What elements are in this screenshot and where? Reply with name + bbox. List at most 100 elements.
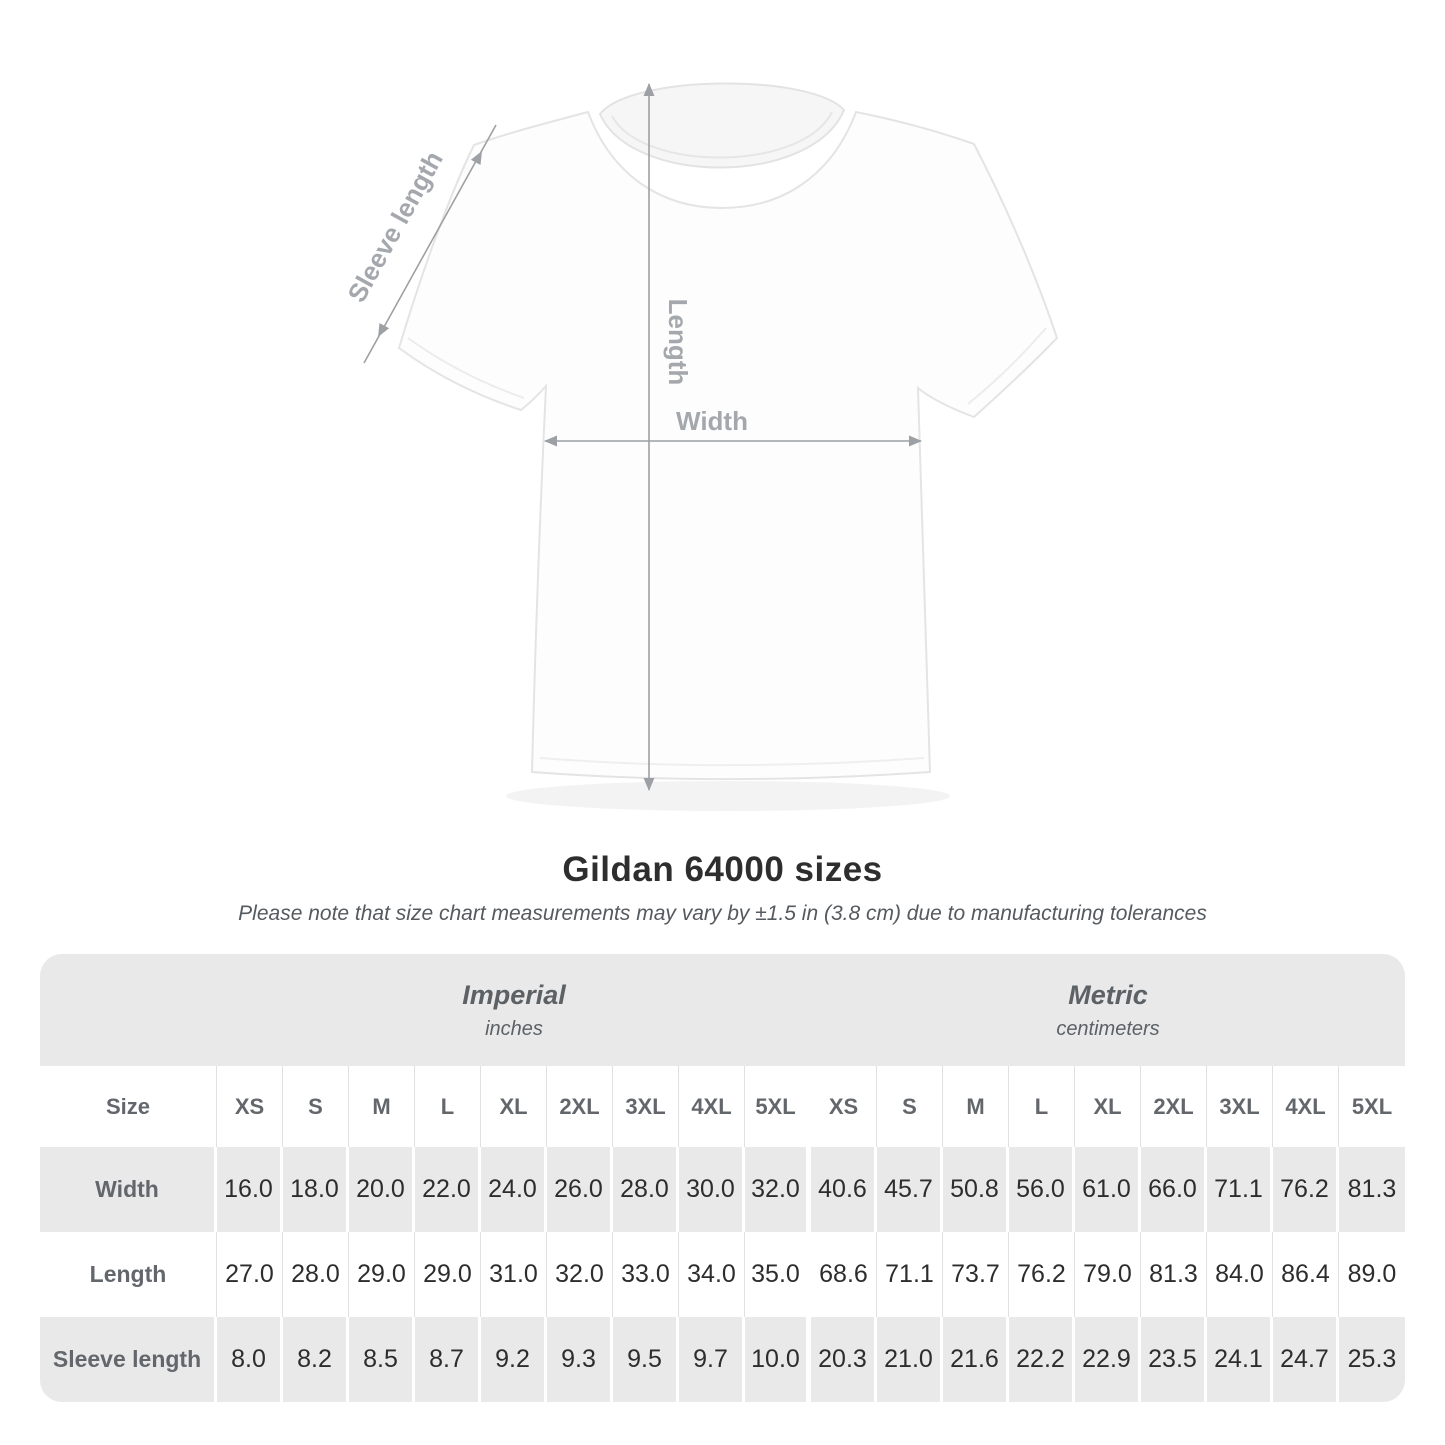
length-metric-l: 76.2 — [1009, 1232, 1075, 1317]
metric-size-4xl: 4XL — [1273, 1066, 1339, 1147]
length-imperial-xl: 31.0 — [481, 1232, 547, 1317]
sleeve-imperial-5xl: 10.0 — [745, 1317, 811, 1402]
metric-size-2xl: 2XL — [1141, 1066, 1207, 1147]
size-column-header: Size — [40, 1066, 217, 1147]
bottom-hem-line — [539, 757, 925, 767]
width-arrowhead-left — [544, 435, 557, 447]
metric-section-unit: centimeters — [1056, 1017, 1160, 1040]
size-header-row: Size XS S M L XL 2XL 3XL 4XL 5XL XS S M … — [40, 1066, 1405, 1147]
length-label: Length — [663, 299, 693, 386]
length-imperial-4xl: 34.0 — [679, 1232, 745, 1317]
shirt-shadow — [506, 781, 950, 811]
width-metric-xl: 61.0 — [1075, 1147, 1141, 1232]
metric-size-5xl: 5XL — [1339, 1066, 1405, 1147]
row-label-length: Length — [40, 1232, 217, 1317]
width-imperial-2xl: 26.0 — [547, 1147, 613, 1232]
length-arrowhead-bottom — [643, 778, 655, 791]
metric-size-3xl: 3XL — [1207, 1066, 1273, 1147]
length-metric-xs: 68.6 — [811, 1232, 877, 1317]
width-metric-m: 50.8 — [943, 1147, 1009, 1232]
width-metric-xs: 40.6 — [811, 1147, 877, 1232]
sleeve-metric-4xl: 24.7 — [1273, 1317, 1339, 1402]
table-row-sleeve-length: Sleeve length 8.0 8.2 8.5 8.7 9.2 9.3 9.… — [40, 1317, 1405, 1402]
width-metric-5xl: 81.3 — [1339, 1147, 1405, 1232]
width-metric-s: 45.7 — [877, 1147, 943, 1232]
imperial-section-unit: inches — [485, 1017, 543, 1040]
table-row-width: Width 16.0 18.0 20.0 22.0 24.0 26.0 28.0… — [40, 1147, 1405, 1232]
imperial-size-4xl: 4XL — [679, 1066, 745, 1147]
sleeve-imperial-2xl: 9.3 — [547, 1317, 613, 1402]
metric-size-xl: XL — [1075, 1066, 1141, 1147]
length-metric-m: 73.7 — [943, 1232, 1009, 1317]
imperial-section-header: Imperial inches — [217, 954, 811, 1066]
imperial-size-s: S — [283, 1066, 349, 1147]
length-imperial-l: 29.0 — [415, 1232, 481, 1317]
sleeve-metric-xl: 22.9 — [1075, 1317, 1141, 1402]
row-label-width: Width — [40, 1147, 217, 1232]
sleeve-imperial-4xl: 9.7 — [679, 1317, 745, 1402]
imperial-size-xl: XL — [481, 1066, 547, 1147]
width-imperial-xl: 24.0 — [481, 1147, 547, 1232]
imperial-size-3xl: 3XL — [613, 1066, 679, 1147]
tshirt-diagram-svg: Sleeve length Length Width — [341, 82, 1059, 811]
metric-size-m: M — [943, 1066, 1009, 1147]
size-column-spacer — [40, 954, 217, 1066]
imperial-size-l: L — [415, 1066, 481, 1147]
tshirt-measurement-diagram: Sleeve length Length Width — [341, 82, 1059, 811]
imperial-size-5xl: 5XL — [745, 1066, 811, 1147]
tshirt-silhouette — [397, 110, 1059, 781]
metric-section-title: Metric — [1068, 979, 1148, 1010]
table-row-length: Length 27.0 28.0 29.0 29.0 31.0 32.0 33.… — [40, 1232, 1405, 1317]
width-imperial-4xl: 30.0 — [679, 1147, 745, 1232]
collar-opening — [598, 82, 846, 169]
page-title: Gildan 64000 sizes — [562, 850, 883, 889]
length-metric-2xl: 81.3 — [1141, 1232, 1207, 1317]
width-imperial-xs: 16.0 — [217, 1147, 283, 1232]
imperial-size-xs: XS — [217, 1066, 283, 1147]
metric-size-l: L — [1009, 1066, 1075, 1147]
length-imperial-5xl: 35.0 — [745, 1232, 811, 1317]
length-imperial-s: 28.0 — [283, 1232, 349, 1317]
sleeve-metric-s: 21.0 — [877, 1317, 943, 1402]
row-label-sleeve-length: Sleeve length — [40, 1317, 217, 1402]
width-metric-3xl: 71.1 — [1207, 1147, 1273, 1232]
sleeve-arrowhead-top — [470, 151, 482, 166]
length-metric-xl: 79.0 — [1075, 1232, 1141, 1317]
imperial-size-m: M — [349, 1066, 415, 1147]
imperial-section-title: Imperial — [462, 979, 566, 1010]
sleeve-metric-m: 21.6 — [943, 1317, 1009, 1402]
sleeve-metric-5xl: 25.3 — [1339, 1317, 1405, 1402]
width-metric-4xl: 76.2 — [1273, 1147, 1339, 1232]
imperial-size-2xl: 2XL — [547, 1066, 613, 1147]
length-metric-s: 71.1 — [877, 1232, 943, 1317]
width-metric-2xl: 66.0 — [1141, 1147, 1207, 1232]
tolerance-note: Please note that size chart measurements… — [238, 902, 1207, 925]
sleeve-metric-2xl: 23.5 — [1141, 1317, 1207, 1402]
width-metric-l: 56.0 — [1009, 1147, 1075, 1232]
width-arrowhead-right — [909, 435, 922, 447]
length-imperial-xs: 27.0 — [217, 1232, 283, 1317]
length-metric-4xl: 86.4 — [1273, 1232, 1339, 1317]
sleeve-imperial-3xl: 9.5 — [613, 1317, 679, 1402]
sleeve-metric-l: 22.2 — [1009, 1317, 1075, 1402]
length-imperial-2xl: 32.0 — [547, 1232, 613, 1317]
width-imperial-3xl: 28.0 — [613, 1147, 679, 1232]
size-chart-table: Imperial inches Metric centimeters Size … — [40, 954, 1405, 1402]
sleeve-imperial-m: 8.5 — [349, 1317, 415, 1402]
sleeve-length-dimension — [363, 124, 497, 364]
left-cuff-hem-line — [407, 337, 525, 399]
sleeve-metric-3xl: 24.1 — [1207, 1317, 1273, 1402]
length-metric-5xl: 89.0 — [1339, 1232, 1405, 1317]
width-imperial-m: 20.0 — [349, 1147, 415, 1232]
length-imperial-m: 29.0 — [349, 1232, 415, 1317]
size-chart-table-container: Imperial inches Metric centimeters Size … — [40, 954, 1405, 1402]
metric-size-s: S — [877, 1066, 943, 1147]
width-label: Width — [676, 406, 748, 436]
length-metric-3xl: 84.0 — [1207, 1232, 1273, 1317]
length-arrowhead-top — [643, 83, 655, 96]
metric-section-header: Metric centimeters — [811, 954, 1405, 1066]
sleeve-imperial-l: 8.7 — [415, 1317, 481, 1402]
width-imperial-5xl: 32.0 — [745, 1147, 811, 1232]
width-imperial-s: 18.0 — [283, 1147, 349, 1232]
length-imperial-3xl: 33.0 — [613, 1232, 679, 1317]
